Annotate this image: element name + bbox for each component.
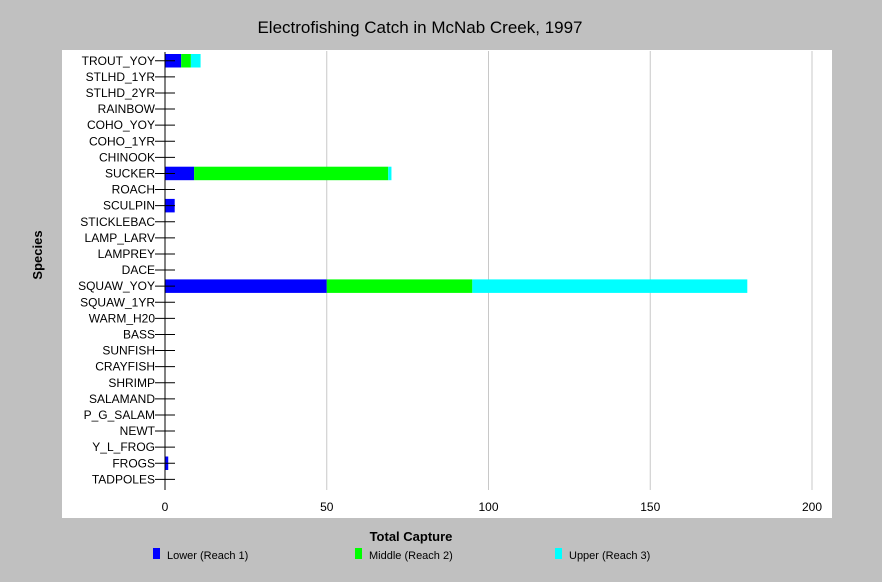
x-tick-label: 150 xyxy=(640,500,660,514)
bar-segment xyxy=(326,279,473,293)
x-tick-label: 200 xyxy=(802,500,822,514)
x-axis-title: Total Capture xyxy=(370,529,453,544)
y-tick-label: STICKLEBAC xyxy=(80,215,155,229)
y-tick-label: CHINOOK xyxy=(99,150,155,164)
legend-swatch xyxy=(555,548,562,559)
legend-swatch xyxy=(153,548,160,559)
y-axis-title: Species xyxy=(30,230,45,279)
legend-label: Lower (Reach 1) xyxy=(167,550,248,562)
y-tick-label: COHO_YOY xyxy=(87,118,155,132)
y-tick-label: SCULPIN xyxy=(103,199,155,213)
y-tick-label: DACE xyxy=(122,263,155,277)
bar-segment xyxy=(165,279,327,293)
y-tick-label: ROACH xyxy=(112,183,155,197)
y-tick-label: SQUAW_1YR xyxy=(80,295,155,309)
y-tick-label: SHRIMP xyxy=(108,376,155,390)
bar-segment xyxy=(388,166,392,181)
y-tick-label: LAMPREY xyxy=(98,247,155,261)
bar-segment xyxy=(472,279,748,293)
y-axis: TROUT_YOY STLHD_1YR STLHD_2YR RAINBOW COHO_Y… xyxy=(78,52,175,490)
legend-swatch xyxy=(355,548,362,559)
bar-segment xyxy=(190,54,201,68)
bar-segment xyxy=(194,166,389,181)
y-tick-label: P_G_SALAM xyxy=(84,408,155,422)
y-tick-label: COHO_1YR xyxy=(89,134,155,148)
y-tick-label: CRAYFISH xyxy=(95,360,155,374)
y-tick-label: RAINBOW xyxy=(98,102,156,116)
y-tick-label: TROUT_YOY xyxy=(82,54,155,68)
bars xyxy=(165,54,748,470)
y-tick-label: WARM_H20 xyxy=(89,311,156,325)
chart-title: Electrofishing Catch in McNab Creek, 199… xyxy=(257,18,582,37)
y-tick-label: TADPOLES xyxy=(92,472,155,486)
grid xyxy=(326,51,813,490)
bar-segment xyxy=(165,166,195,181)
y-tick-label: SQUAW_YOY xyxy=(78,279,155,293)
y-tick-label: SUCKER xyxy=(105,166,155,180)
x-tick-label: 0 xyxy=(162,500,169,514)
legend: Lower (Reach 1) Middle (Reach 2) Upper (Re… xyxy=(153,548,650,562)
legend-label: Upper (Reach 3) xyxy=(569,550,650,562)
x-axis: 0 50 100 150 200 xyxy=(162,500,823,514)
bar-segment xyxy=(181,54,191,68)
y-tick-label: NEWT xyxy=(120,424,156,438)
x-tick-label: 50 xyxy=(320,500,334,514)
legend-label: Middle (Reach 2) xyxy=(369,550,453,562)
y-tick-label: LAMP_LARV xyxy=(85,231,155,245)
y-tick-label: BASS xyxy=(123,327,155,341)
y-tick-label: STLHD_2YR xyxy=(86,86,156,100)
y-tick-label: Y_L_FROG xyxy=(92,440,155,454)
x-tick-label: 100 xyxy=(478,500,498,514)
y-tick-label: STLHD_1YR xyxy=(86,70,156,84)
y-tick-label: SALAMAND xyxy=(89,392,155,406)
y-tick-label: FROGS xyxy=(112,456,155,470)
y-tick-label: SUNFISH xyxy=(102,344,155,358)
